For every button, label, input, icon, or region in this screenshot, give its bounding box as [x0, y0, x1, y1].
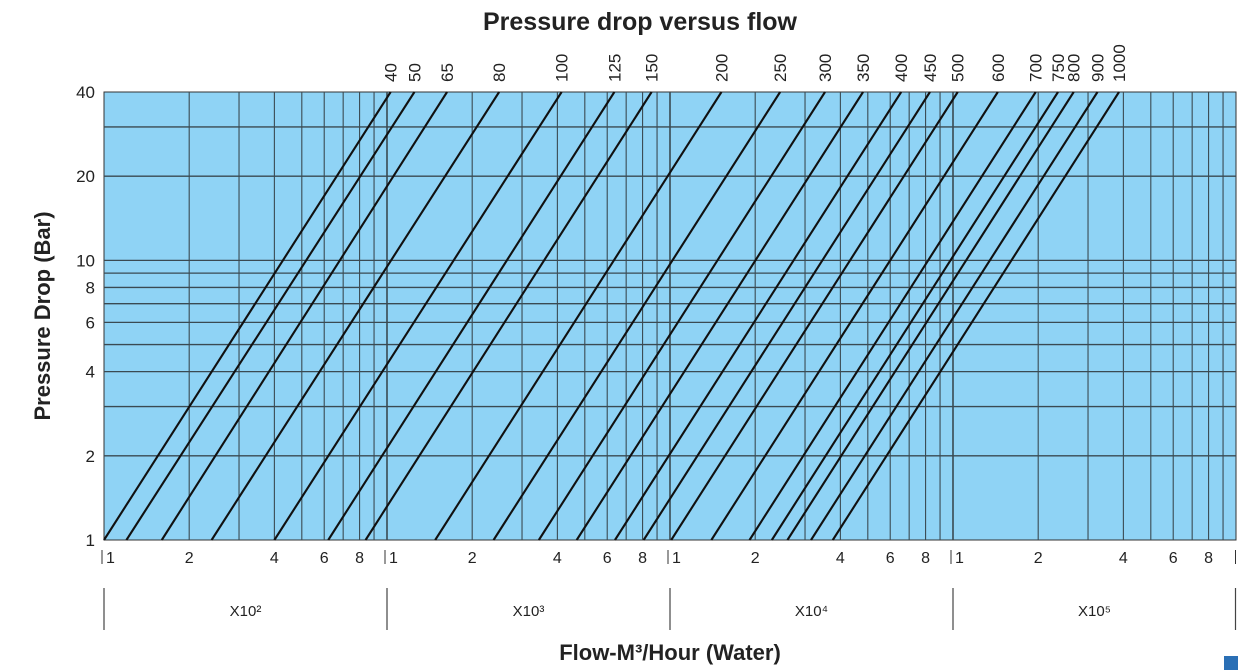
series-label-dn500: 500: [949, 54, 968, 82]
series-label-dn150: 150: [643, 54, 662, 82]
x-tick-label: 8: [921, 550, 930, 567]
x-tick-label: 6: [1169, 550, 1178, 567]
x-tick-label: 2: [468, 550, 477, 567]
y-tick-label: 6: [86, 313, 95, 332]
x-tick-label: 1: [955, 550, 964, 567]
x-tick-label: 4: [836, 550, 845, 567]
y-tick-label: 10: [76, 251, 95, 270]
x-tick-label: 6: [320, 550, 329, 567]
series-line-dn300: [537, 91, 826, 541]
series-line-dn450: [642, 91, 931, 541]
series-label-dn700: 700: [1027, 54, 1046, 82]
series-line-dn200: [434, 91, 723, 541]
series-line-dn125: [327, 91, 616, 541]
decade-multiplier-label: X10⁵: [1078, 603, 1111, 620]
series-label-dn65: 65: [438, 63, 457, 82]
x-tick-label: 2: [185, 550, 194, 567]
series-label-dn80: 80: [490, 63, 509, 82]
series-line-dn500: [670, 91, 959, 541]
series-label-dn450: 450: [921, 54, 940, 82]
x-axis-title: Flow-M³/Hour (Water): [559, 640, 781, 665]
x-tick-label: 6: [603, 550, 612, 567]
x-tick-label: 1: [106, 550, 115, 567]
series-label-dn125: 125: [605, 54, 624, 82]
series-label-dn400: 400: [892, 54, 911, 82]
x-tick-label: 2: [751, 550, 760, 567]
series-label-dn1000: 1000: [1110, 44, 1129, 82]
series-label-dn50: 50: [405, 63, 424, 82]
x-tick-label: 4: [270, 550, 279, 567]
series-line-dn80: [210, 91, 501, 541]
grid-lines: [104, 92, 1236, 540]
series-line-dn1000: [831, 91, 1120, 541]
y-tick-label: 8: [86, 278, 95, 297]
series-label-dn900: 900: [1089, 54, 1108, 82]
series-label-dn600: 600: [989, 54, 1008, 82]
series-label-dn300: 300: [816, 54, 835, 82]
x-tick-label: 6: [886, 550, 895, 567]
x-axis: 1 2 4 6 8 1 2 4 6 8 1 2 4 6 8 1 2 4 6 8: [101, 550, 1236, 567]
y-tick-label: 20: [76, 167, 95, 186]
diameter-lines: [103, 91, 1120, 541]
series-line-dn400: [614, 91, 903, 541]
x-tick-label: 1: [389, 550, 398, 567]
x-tick-label: 4: [553, 550, 562, 567]
series-line-dn50: [125, 91, 416, 541]
decade-multiplier-label: X10⁴: [795, 603, 828, 620]
y-tick-label: 2: [86, 447, 95, 466]
series-line-dn100: [273, 91, 563, 541]
x-tick-label: 2: [1034, 550, 1043, 567]
series-line-dn250: [492, 91, 782, 541]
y-tick-label: 40: [76, 83, 95, 102]
series-line-dn350: [575, 91, 864, 541]
series-label-dn350: 350: [854, 54, 873, 82]
y-tick-label: 4: [86, 363, 95, 382]
decade-multipliers: X10² X10³ X10⁴ X10⁵: [103, 588, 1237, 630]
y-axis: 1 2 4 6 8 10 20 40: [76, 83, 95, 550]
series-label-dn40: 40: [382, 63, 401, 82]
y-tick-label: 1: [86, 531, 95, 550]
series-line-dn900: [810, 91, 1099, 541]
series-line-dn65: [160, 91, 448, 541]
series-line-dn750: [770, 91, 1059, 541]
x-tick-label: 8: [638, 550, 647, 567]
series-line-dn600: [710, 91, 999, 541]
series-label-dn800: 800: [1065, 54, 1084, 82]
y-axis-title: Pressure Drop (Bar): [30, 211, 55, 420]
x-tick-label: 8: [355, 550, 364, 567]
x-tick-label: 8: [1204, 550, 1213, 567]
x-tick-label: 4: [1119, 550, 1128, 567]
series-line-dn700: [748, 91, 1037, 541]
decade-multiplier-label: X10²: [230, 603, 262, 620]
series-label-dn750: 750: [1049, 54, 1068, 82]
series-label-dn250: 250: [771, 54, 790, 82]
x-tick-label: 1: [672, 550, 681, 567]
series-label-dn200: 200: [713, 54, 732, 82]
chart-title: Pressure drop versus flow: [483, 8, 798, 36]
decade-multiplier-label: X10³: [513, 603, 545, 620]
diameter-labels: 40 50 65 80 100 125 150 200 250 300 350 400 450 500 60…: [382, 44, 1129, 82]
series-label-dn100: 100: [553, 54, 572, 82]
series-line-dn800: [786, 91, 1075, 541]
series-line-dn150: [364, 91, 653, 541]
corner-marker: [1224, 656, 1238, 670]
series-line-dn40: [103, 91, 392, 541]
